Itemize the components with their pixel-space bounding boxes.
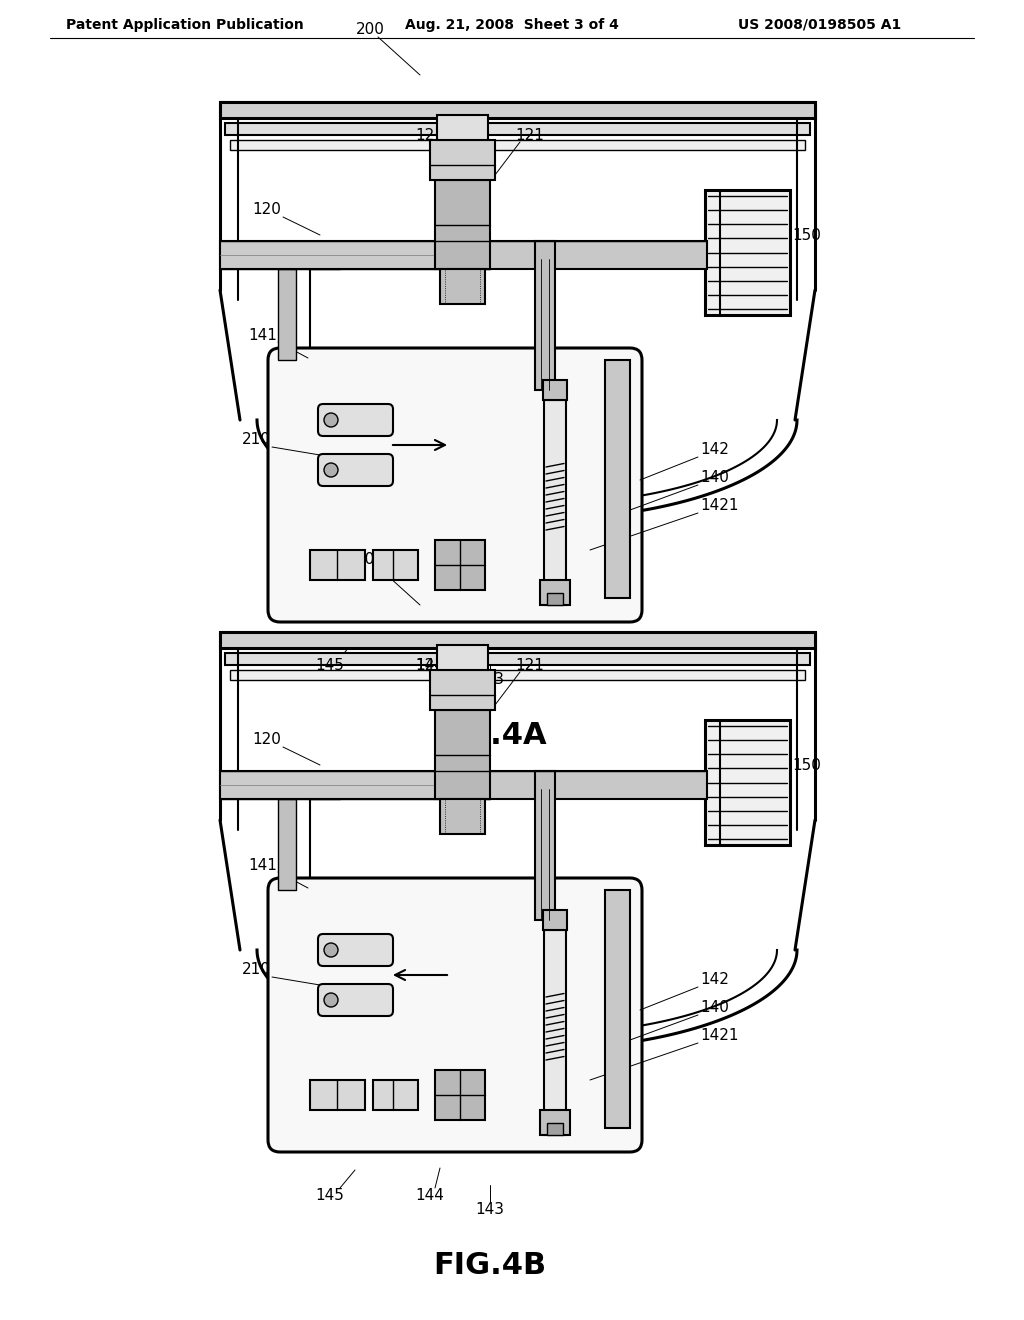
Bar <box>310 1080 365 1110</box>
Circle shape <box>324 413 338 426</box>
Text: Patent Application Publication: Patent Application Publication <box>67 18 304 32</box>
Bar <box>605 890 630 1129</box>
Bar <box>220 771 490 799</box>
Bar <box>435 540 485 590</box>
Text: 143: 143 <box>475 672 505 688</box>
Bar <box>543 909 567 931</box>
Text: 121: 121 <box>515 657 545 672</box>
Text: 150: 150 <box>792 227 821 243</box>
Bar <box>440 799 485 834</box>
FancyBboxPatch shape <box>268 348 642 622</box>
FancyBboxPatch shape <box>268 878 642 1152</box>
Text: 121: 121 <box>515 128 545 143</box>
Bar <box>220 102 815 117</box>
FancyBboxPatch shape <box>318 935 393 966</box>
Bar <box>220 632 815 648</box>
Text: 1421: 1421 <box>700 499 738 513</box>
Text: 200: 200 <box>355 553 384 568</box>
Bar <box>544 400 566 605</box>
Text: 144: 144 <box>416 1188 444 1203</box>
Text: FIG.4A: FIG.4A <box>433 721 547 750</box>
Bar <box>547 1123 563 1135</box>
Bar <box>437 115 488 140</box>
Text: 140: 140 <box>700 470 729 486</box>
Text: 142: 142 <box>700 442 729 458</box>
Bar <box>540 579 570 605</box>
Text: 145: 145 <box>315 657 344 672</box>
Bar <box>440 269 485 304</box>
Text: Aug. 21, 2008  Sheet 3 of 4: Aug. 21, 2008 Sheet 3 of 4 <box>406 18 618 32</box>
Bar <box>605 360 630 598</box>
FancyBboxPatch shape <box>318 454 393 486</box>
Bar <box>705 719 790 845</box>
Text: FIG.4B: FIG.4B <box>433 1250 547 1279</box>
Circle shape <box>324 463 338 477</box>
Text: 120: 120 <box>253 202 282 218</box>
Bar <box>535 771 555 920</box>
Bar <box>230 671 805 680</box>
Bar <box>430 671 495 710</box>
Bar <box>547 593 563 605</box>
Text: 150: 150 <box>792 758 821 772</box>
Bar <box>225 123 810 135</box>
Text: 142: 142 <box>700 973 729 987</box>
Bar <box>535 242 555 389</box>
Text: 144: 144 <box>416 657 444 672</box>
Bar <box>278 269 296 360</box>
Bar <box>310 550 365 579</box>
Text: 1211: 1211 <box>416 657 455 672</box>
Text: 200: 200 <box>355 22 384 37</box>
Text: 1421: 1421 <box>700 1028 738 1044</box>
Text: 1211: 1211 <box>416 128 455 143</box>
Bar <box>435 1071 485 1119</box>
Text: 141: 141 <box>249 858 278 873</box>
Bar <box>540 1110 570 1135</box>
Bar <box>705 190 790 315</box>
Bar <box>278 799 296 890</box>
Text: 145: 145 <box>315 1188 344 1203</box>
Bar <box>230 140 805 150</box>
Bar <box>544 931 566 1135</box>
Circle shape <box>324 993 338 1007</box>
Text: 141: 141 <box>249 327 278 342</box>
Bar <box>430 140 495 180</box>
Circle shape <box>324 942 338 957</box>
Bar <box>225 653 810 665</box>
FancyBboxPatch shape <box>318 983 393 1016</box>
Bar <box>437 645 488 671</box>
Text: 140: 140 <box>700 1001 729 1015</box>
Text: US 2008/0198505 A1: US 2008/0198505 A1 <box>738 18 901 32</box>
Text: 120: 120 <box>253 733 282 747</box>
Bar <box>488 771 707 799</box>
Bar <box>435 710 490 799</box>
Bar <box>373 1080 418 1110</box>
Text: 143: 143 <box>475 1203 505 1217</box>
Text: 210: 210 <box>242 433 270 447</box>
Bar <box>435 180 490 269</box>
Bar <box>373 550 418 579</box>
Bar <box>488 242 707 269</box>
Bar <box>543 380 567 400</box>
Bar <box>220 242 490 269</box>
Text: 210: 210 <box>242 962 270 978</box>
FancyBboxPatch shape <box>318 404 393 436</box>
